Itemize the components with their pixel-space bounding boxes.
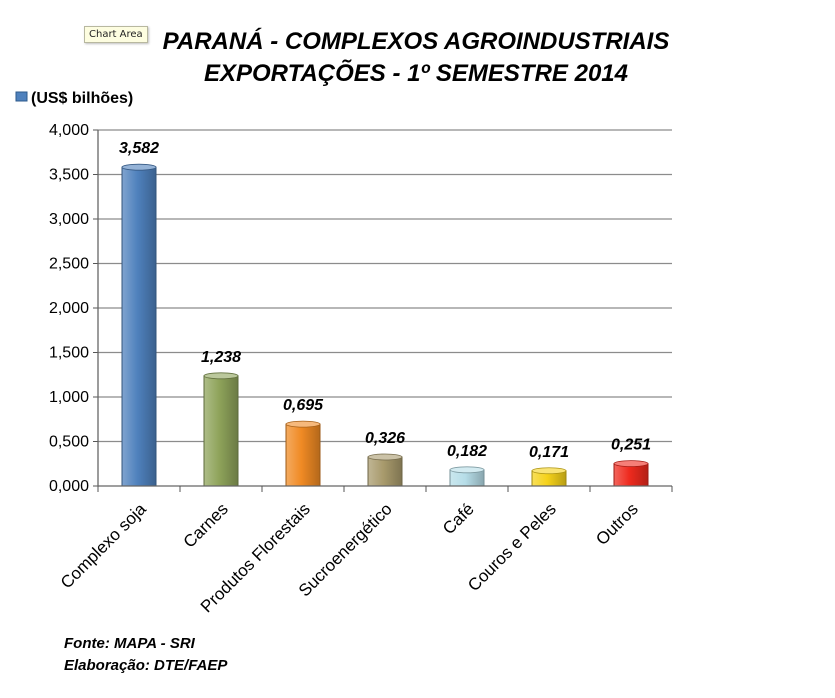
bar-produtos-florestais: [285, 423, 321, 487]
x-category-label: Couros e Peles: [464, 499, 560, 595]
data-label: 1,238: [201, 349, 241, 366]
bar-complexo-soja: [121, 166, 157, 487]
bar-top: [121, 163, 157, 171]
data-label: 0,171: [529, 444, 569, 461]
chart-title-line-1: PARANÁ - COMPLEXOS AGROINDUSTRIAIS: [163, 27, 670, 55]
y-tick-label: 3,000: [49, 211, 89, 228]
y-tick-label: 0,500: [49, 434, 89, 451]
y-tick-label: 2,000: [49, 300, 89, 317]
data-label: 0,182: [447, 443, 487, 460]
bar-top: [449, 466, 485, 474]
bar-top: [285, 420, 321, 428]
y-tick-label: 0,000: [49, 478, 89, 495]
data-label: 0,326: [365, 430, 405, 447]
y-tick-label: 2,500: [49, 256, 89, 273]
bar-top: [613, 460, 649, 468]
y-tick-label: 3,500: [49, 167, 89, 184]
data-label: 3,582: [119, 140, 159, 157]
bar-top: [531, 467, 567, 475]
legend-label: (US$ bilhões): [31, 90, 133, 107]
x-category-label: Café: [439, 499, 478, 538]
chart-area-tooltip: Chart Area: [84, 26, 148, 43]
footer-credit: Elaboração: DTE/FAEP: [64, 657, 228, 674]
x-category-label: Carnes: [180, 499, 232, 551]
x-category-label: Outros: [592, 499, 642, 549]
bar-sucroenerg-tico: [367, 456, 403, 487]
x-category-label: Complexo soja: [57, 499, 150, 592]
y-tick-label: 4,000: [49, 122, 89, 139]
y-tick-label: 1,000: [49, 389, 89, 406]
legend-swatch: [15, 91, 28, 102]
bar-top: [367, 453, 403, 461]
footer-source: Fonte: MAPA - SRI: [64, 635, 196, 652]
chart-title-line-2: EXPORTAÇÕES - 1º SEMESTRE 2014: [204, 59, 628, 87]
bar-carnes: [203, 375, 239, 487]
data-label: 0,695: [283, 397, 324, 414]
y-tick-label: 1,500: [49, 345, 89, 362]
data-label: 0,251: [611, 437, 651, 454]
bar-top: [203, 372, 239, 380]
